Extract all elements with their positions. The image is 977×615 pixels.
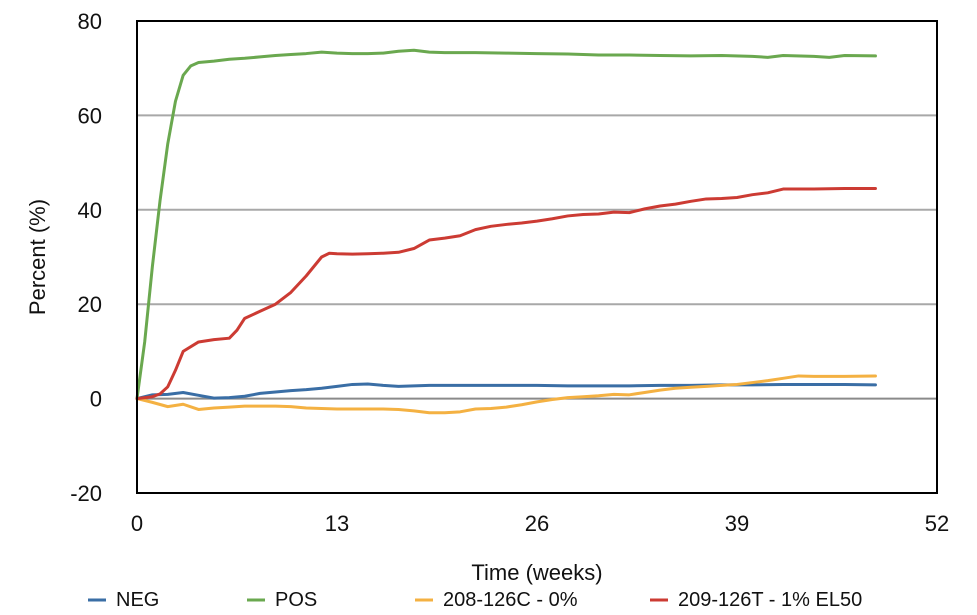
series-line-2 — [135, 48, 877, 401]
y-tick-label: 40 — [78, 198, 102, 223]
y-tick-label: 20 — [78, 292, 102, 317]
series-line-3 — [135, 374, 877, 415]
x-tick-label: 52 — [925, 511, 949, 536]
legend: NEG POS 208-126C - 0% 209-126T - 1% EL50 — [88, 589, 862, 611]
plot-frame — [136, 20, 938, 494]
axis-ticks: -20 0 20 40 60 80 0 13 26 39 52 — [70, 9, 949, 536]
legend-label-1: NEG — [116, 589, 159, 611]
chart-series — [135, 48, 877, 415]
legend-label-3: 208-126C - 0% — [443, 589, 578, 611]
x-tick-label: 13 — [325, 511, 349, 536]
y-tick-label: 60 — [78, 103, 102, 128]
y-axis-title: Percent (%) — [25, 199, 50, 315]
x-tick-label: 39 — [725, 511, 749, 536]
x-tick-label: 0 — [131, 511, 143, 536]
x-axis-title: Time (weeks) — [471, 560, 602, 585]
x-tick-label: 26 — [525, 511, 549, 536]
series-line-4 — [135, 187, 877, 401]
grid-lines — [137, 114, 937, 400]
legend-label-2: POS — [275, 589, 317, 611]
legend-label-4: 209-126T - 1% EL50 — [678, 589, 862, 611]
y-tick-label: -20 — [70, 481, 102, 506]
y-tick-label: 0 — [90, 387, 102, 412]
y-tick-label: 80 — [78, 9, 102, 34]
series-line-1 — [135, 382, 877, 401]
